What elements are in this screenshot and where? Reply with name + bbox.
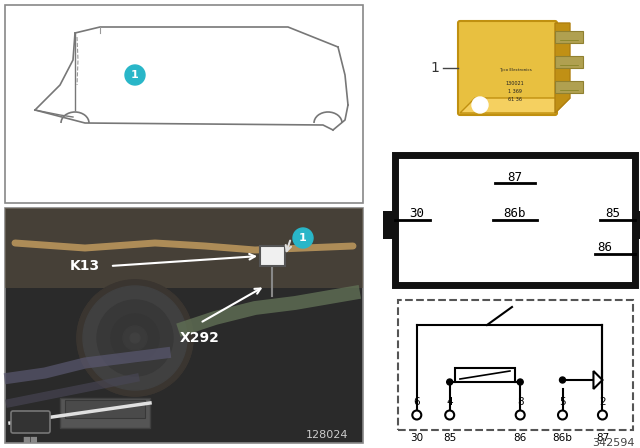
Bar <box>455 368 515 382</box>
Circle shape <box>472 97 488 113</box>
Text: 130021: 130021 <box>506 81 524 86</box>
Bar <box>555 31 583 43</box>
Circle shape <box>293 228 313 248</box>
Circle shape <box>111 314 159 362</box>
Text: 85: 85 <box>443 433 456 443</box>
Text: 5: 5 <box>559 397 566 407</box>
Circle shape <box>77 280 193 396</box>
Circle shape <box>130 333 140 343</box>
Circle shape <box>447 379 452 385</box>
Text: 86: 86 <box>598 241 612 254</box>
Bar <box>555 56 583 68</box>
Polygon shape <box>555 23 570 113</box>
Bar <box>398 300 633 430</box>
Text: 86: 86 <box>513 433 527 443</box>
Circle shape <box>77 280 193 396</box>
Circle shape <box>517 379 524 385</box>
Text: 6: 6 <box>413 397 420 407</box>
Text: 1 369: 1 369 <box>508 89 522 94</box>
Text: 8: 8 <box>517 397 524 407</box>
Bar <box>60 398 150 428</box>
Text: 87: 87 <box>596 433 609 443</box>
Bar <box>5 5 363 203</box>
Bar <box>555 81 583 93</box>
Text: 30: 30 <box>410 207 424 220</box>
Text: 30: 30 <box>410 433 424 443</box>
Text: Tyco Electronics: Tyco Electronics <box>499 68 531 72</box>
Text: 61 36: 61 36 <box>508 97 522 102</box>
Circle shape <box>97 300 173 376</box>
Circle shape <box>445 410 454 419</box>
Circle shape <box>125 65 145 85</box>
Text: 2: 2 <box>599 397 606 407</box>
Circle shape <box>559 377 566 383</box>
Circle shape <box>123 326 147 350</box>
Text: 128024: 128024 <box>305 430 348 440</box>
Bar <box>635 211 640 239</box>
Polygon shape <box>460 98 570 113</box>
Text: 86b: 86b <box>552 433 572 443</box>
Text: 4: 4 <box>446 397 453 407</box>
Text: K13: K13 <box>70 259 100 273</box>
FancyBboxPatch shape <box>458 21 557 115</box>
Text: 86b: 86b <box>504 207 526 220</box>
Text: 1: 1 <box>131 70 139 80</box>
Circle shape <box>412 410 421 419</box>
FancyBboxPatch shape <box>11 411 50 433</box>
Bar <box>395 155 635 285</box>
Text: 1: 1 <box>299 233 307 243</box>
Bar <box>260 246 285 266</box>
Text: X292: X292 <box>180 331 220 345</box>
Circle shape <box>558 410 567 419</box>
Text: 342594: 342594 <box>593 438 635 448</box>
Circle shape <box>598 410 607 419</box>
Text: ■■: ■■ <box>22 435 38 444</box>
Text: 87: 87 <box>508 171 522 184</box>
Polygon shape <box>593 371 602 389</box>
Bar <box>5 208 363 288</box>
Bar <box>383 211 395 239</box>
Circle shape <box>83 286 187 390</box>
Text: 85: 85 <box>605 207 621 220</box>
Text: 1: 1 <box>431 61 440 75</box>
Bar <box>5 208 363 443</box>
Circle shape <box>516 410 525 419</box>
Bar <box>65 400 145 418</box>
